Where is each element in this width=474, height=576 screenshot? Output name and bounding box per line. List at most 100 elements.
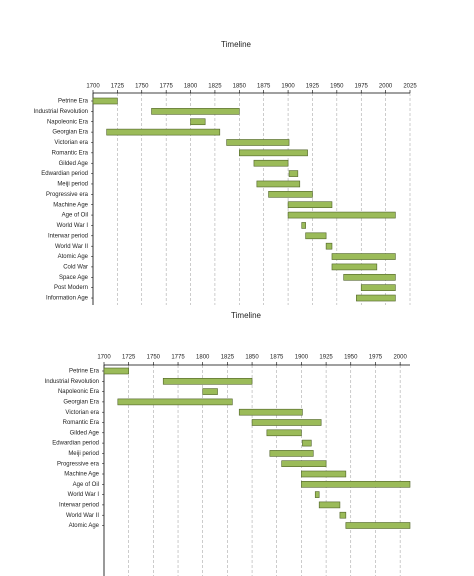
bar xyxy=(331,263,378,271)
bar xyxy=(251,419,322,426)
bar xyxy=(318,501,341,509)
category-label: Interwar period xyxy=(59,502,99,508)
bar xyxy=(360,284,396,291)
bar xyxy=(345,522,411,529)
x-tick-label: 1950 xyxy=(330,84,344,90)
category-label: World War I xyxy=(57,223,89,229)
bar xyxy=(202,388,218,395)
bar xyxy=(269,450,314,457)
x-tick-label: 2000 xyxy=(379,84,393,90)
x-tick-label: 2000 xyxy=(393,355,407,361)
category-label: Gilded Age xyxy=(59,161,89,167)
category-label: Gilded Age xyxy=(70,430,100,436)
x-tick-label: 1900 xyxy=(281,84,295,90)
bar xyxy=(253,159,289,167)
category-label: Post Modern xyxy=(54,285,88,291)
x-tick-label: 1950 xyxy=(344,355,358,361)
x-tick-label: 1700 xyxy=(86,84,100,90)
category-label: Cold War xyxy=(63,264,88,270)
category-label: Age of Oil xyxy=(73,482,99,488)
bar xyxy=(331,253,396,260)
bar xyxy=(281,460,327,468)
bar xyxy=(301,480,411,488)
bar xyxy=(238,408,303,416)
bar xyxy=(266,429,302,437)
bar xyxy=(117,398,233,406)
category-label: Progressive era xyxy=(57,461,100,467)
x-tick-label: 1725 xyxy=(122,355,136,361)
category-label: Progressive era xyxy=(46,192,89,198)
bar xyxy=(106,128,221,136)
x-tick-label: 1975 xyxy=(369,355,383,361)
category-label: Petrine Era xyxy=(69,369,100,375)
category-label: Victorian era xyxy=(65,410,99,416)
x-tick-label: 1750 xyxy=(147,355,161,361)
category-label: Industrial Revolution xyxy=(34,109,88,115)
bar xyxy=(301,222,306,229)
category-label: Victorian era xyxy=(54,140,88,146)
category-label: Petrine Era xyxy=(58,99,89,105)
category-label: Industrial Revolution xyxy=(45,379,99,385)
category-label: Georgian Era xyxy=(52,130,88,136)
category-label: Space Age xyxy=(59,275,89,281)
category-label: Romantic Era xyxy=(52,150,89,156)
x-tick-label: 1850 xyxy=(233,84,247,90)
category-label: World War II xyxy=(66,513,99,519)
category-label: Atomic Age xyxy=(58,254,89,260)
x-tick-label: 1700 xyxy=(97,355,111,361)
category-label: Age of Oil xyxy=(62,213,88,219)
x-tick-label: 1975 xyxy=(355,84,369,90)
category-label: World War II xyxy=(55,244,88,250)
x-tick-label: 1775 xyxy=(159,84,173,90)
bar xyxy=(103,367,129,375)
x-tick-label: 1875 xyxy=(270,355,284,361)
category-label: Atomic Age xyxy=(69,523,100,529)
bar xyxy=(287,201,333,208)
category-label: Georgian Era xyxy=(63,399,99,405)
bar xyxy=(305,232,327,240)
category-label: Interwar period xyxy=(48,233,88,239)
bar xyxy=(343,273,396,281)
bar xyxy=(226,139,290,146)
bar xyxy=(339,511,347,519)
category-label: Machine Age xyxy=(64,472,99,478)
bar xyxy=(239,149,308,157)
x-tick-label: 1925 xyxy=(306,84,320,90)
bar xyxy=(314,491,320,498)
bar xyxy=(302,439,312,447)
bar xyxy=(92,97,118,105)
bar xyxy=(256,180,301,188)
x-tick-label: 1800 xyxy=(196,355,210,361)
bar xyxy=(356,294,396,302)
chart-title: Timeline xyxy=(231,311,261,320)
bar xyxy=(301,470,347,478)
bar xyxy=(325,242,333,250)
bar xyxy=(287,211,396,219)
x-tick-label: 1800 xyxy=(184,84,198,90)
category-label: Meiji period xyxy=(68,451,99,457)
x-tick-label: 1925 xyxy=(319,355,333,361)
x-tick-label: 2025 xyxy=(403,84,417,90)
x-tick-label: 1725 xyxy=(111,84,125,90)
bar xyxy=(288,170,299,177)
category-label: Napoleonic Era xyxy=(47,119,89,125)
category-label: Edwardian period xyxy=(41,171,88,177)
x-tick-label: 1850 xyxy=(245,355,259,361)
bar xyxy=(268,191,313,198)
x-tick-label: 1750 xyxy=(135,84,149,90)
x-tick-label: 1825 xyxy=(208,84,222,90)
category-label: Machine Age xyxy=(53,202,88,208)
category-label: Meiji period xyxy=(57,182,88,188)
category-label: Romantic Era xyxy=(63,420,100,426)
bar xyxy=(162,377,253,385)
x-tick-label: 1775 xyxy=(171,355,185,361)
x-tick-label: 1875 xyxy=(257,84,271,90)
bar xyxy=(151,108,240,115)
category-label: Information Age xyxy=(46,296,89,302)
x-tick-label: 1900 xyxy=(295,355,309,361)
chart-title: Timeline xyxy=(221,40,251,49)
category-label: Napoleonic Era xyxy=(58,389,100,395)
x-tick-label: 1825 xyxy=(221,355,235,361)
bar xyxy=(190,118,206,126)
